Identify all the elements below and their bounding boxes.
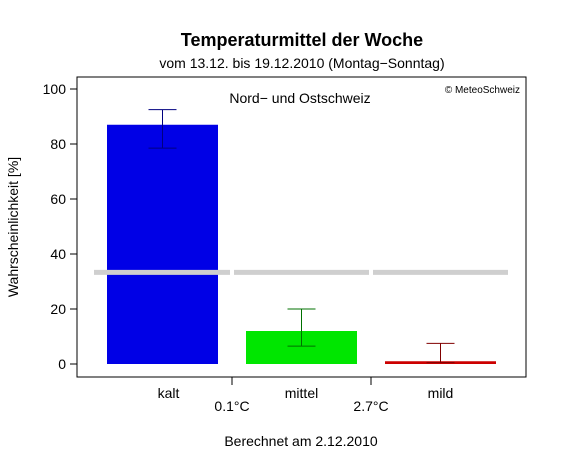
threshold-label: 2.7°C (353, 398, 388, 414)
y-tick-label: 0 (58, 356, 66, 372)
category-label-mittel: mittel (285, 385, 318, 401)
credit-label: © MeteoSchweiz (445, 85, 520, 96)
y-tick-label: 100 (43, 81, 67, 97)
y-tick-label: 60 (50, 191, 66, 207)
chart-title: Temperaturmittel der Woche (181, 30, 423, 50)
error-bar-mild (426, 342, 455, 364)
y-tick-label: 80 (50, 136, 66, 152)
category-label-mild: mild (428, 385, 454, 401)
y-axis-label: Wahrscheinlichkeit [%] (5, 157, 21, 297)
region-label: Nord− und Ostschweiz (229, 90, 370, 106)
y-tick-label: 20 (50, 301, 66, 317)
error-bar-kalt (148, 109, 177, 149)
plot-frame (76, 76, 527, 378)
footer-label: Berechnet am 2.12.2010 (224, 433, 378, 449)
error-bar-mittel (287, 308, 316, 347)
y-axis: 0 20 40 60 80 100 (43, 81, 77, 372)
category-label-kalt: kalt (158, 385, 180, 401)
error-bars (148, 109, 455, 364)
y-tick-label: 40 (50, 246, 66, 262)
threshold-label: 0.1°C (214, 398, 249, 414)
x-axis: kalt mittel mild 0.1°C 2.7°C (158, 377, 454, 414)
bar-kalt (107, 124, 218, 364)
chart-subtitle: vom 13.12. bis 19.12.2010 (Montag−Sonnta… (159, 55, 444, 71)
